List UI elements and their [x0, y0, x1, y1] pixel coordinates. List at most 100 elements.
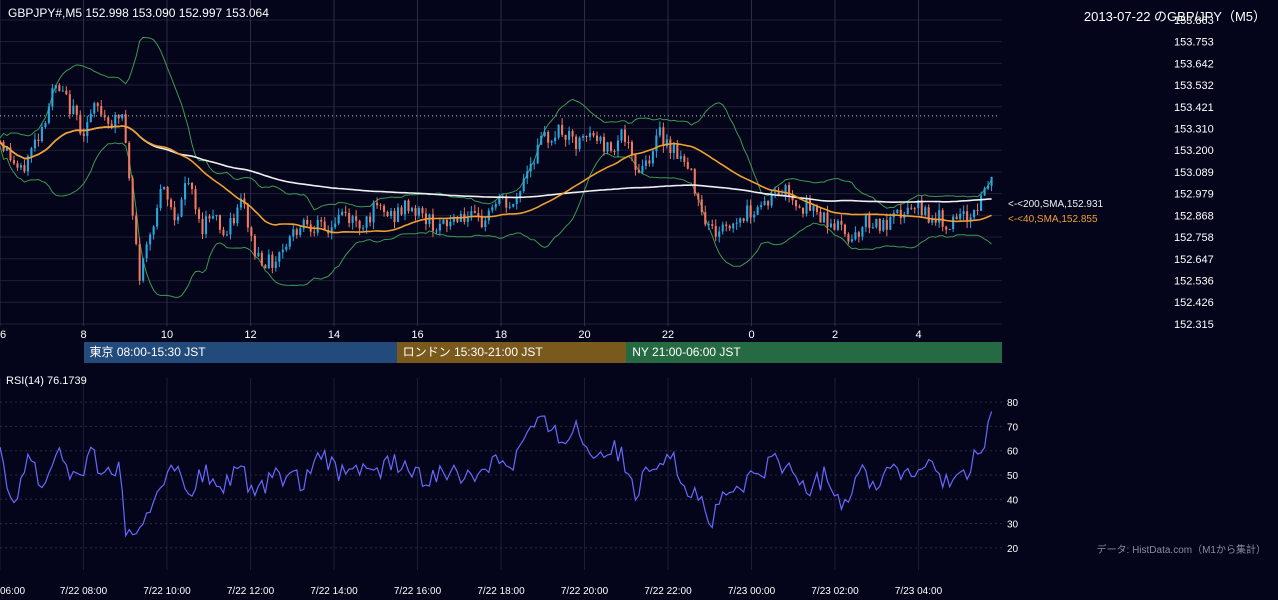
candle-body [973, 209, 976, 218]
candle-body [557, 124, 560, 138]
candle-body [948, 229, 951, 231]
candle-body [19, 165, 22, 168]
candle-body [515, 197, 518, 204]
candle-body [299, 228, 302, 235]
candle-body [857, 232, 860, 237]
candle-body [938, 210, 941, 223]
candle-body [714, 225, 717, 237]
candle-body [777, 192, 780, 196]
candle-body [110, 123, 113, 127]
candle-body [784, 185, 787, 196]
candle-body [131, 178, 134, 216]
candle-body [211, 216, 215, 219]
candle-body [620, 129, 623, 141]
candle-body [351, 216, 354, 223]
candle-body [589, 132, 592, 137]
candle-body [323, 221, 326, 231]
candle-body [575, 136, 578, 149]
rsi-tick-label: 30 [1007, 520, 1019, 531]
candle-body [79, 114, 82, 134]
candle-body [686, 161, 689, 169]
y-tick-label: 152.868 [1174, 210, 1214, 222]
candle-body [836, 220, 839, 230]
candle-body [344, 211, 347, 214]
candle-body [805, 199, 808, 214]
candle-body [229, 218, 232, 235]
candle-body [456, 216, 459, 222]
candle-body [770, 193, 773, 206]
candle-body [641, 166, 644, 173]
sma200-line [0, 125, 992, 204]
rsi-tick-label: 20 [1007, 544, 1019, 555]
candle-body [794, 200, 798, 207]
time-tick-label: 06:00 [0, 586, 25, 597]
candle-body [260, 252, 263, 266]
candle-body [683, 156, 686, 162]
candle-body [438, 223, 441, 231]
candle-body [931, 218, 934, 223]
rsi-chart: 80 70 60 50 40 30 20 [0, 378, 1019, 570]
candle-body [236, 207, 239, 224]
candle-body [547, 132, 550, 143]
candle-body [187, 182, 190, 184]
candle-body [72, 105, 75, 115]
candle-body [616, 140, 620, 152]
candle-body [595, 135, 599, 141]
candle-body [519, 191, 522, 198]
candle-body [840, 220, 843, 225]
rsi-tick-label: 70 [1007, 422, 1019, 433]
candle-body [16, 163, 19, 168]
candle-body [637, 169, 640, 173]
candle-body [697, 193, 700, 200]
candle-body [365, 216, 368, 228]
candle-body [292, 229, 295, 237]
candle-body [278, 252, 281, 262]
x-tick-label: 10 [161, 329, 173, 340]
candle-body [100, 105, 103, 115]
candle-body [138, 243, 141, 281]
rsi-label: RSI(14) 76.1739 [6, 375, 87, 387]
candle-body [435, 230, 438, 232]
candle-body [568, 131, 571, 140]
candle-body [543, 132, 546, 137]
time-tick-label: 7/23 04:00 [895, 586, 943, 597]
candle-body [341, 211, 344, 215]
candle-body [847, 234, 850, 242]
candle-body [414, 207, 417, 216]
candle-body [526, 171, 529, 179]
x-tick-label: 16 [411, 329, 423, 340]
time-tick-label: 7/22 14:00 [310, 586, 358, 597]
candle-body [61, 90, 64, 92]
y-tick-label: 152.979 [1174, 189, 1214, 201]
candle-body [396, 207, 400, 223]
time-tick-label: 7/22 12:00 [227, 586, 275, 597]
candle-body [253, 235, 256, 257]
candle-body [875, 218, 878, 228]
candle-body [732, 223, 735, 229]
candle-body [599, 136, 602, 141]
candle-body [491, 207, 494, 211]
candle-body [662, 127, 665, 147]
candle-body [850, 239, 853, 242]
candle-body [313, 231, 316, 233]
candle-body [644, 160, 647, 167]
candle-body [124, 114, 127, 143]
candle-body [386, 211, 389, 217]
bollinger-lower [0, 142, 992, 298]
candle-body [746, 205, 749, 221]
candle-body [281, 249, 284, 253]
candle-body [711, 224, 714, 226]
candle-body [655, 135, 658, 152]
y-tick-label: 153.421 [1174, 102, 1214, 114]
candle-body [808, 199, 812, 211]
candle-body [665, 139, 668, 147]
candle-body [330, 227, 333, 234]
candle-body [239, 198, 242, 208]
candle-body [868, 214, 871, 228]
candle-body [376, 202, 379, 206]
candle-body [582, 136, 585, 138]
candle-body [117, 114, 120, 119]
candle-body [826, 212, 829, 228]
candle-body [194, 189, 197, 210]
candle-body [529, 163, 532, 172]
